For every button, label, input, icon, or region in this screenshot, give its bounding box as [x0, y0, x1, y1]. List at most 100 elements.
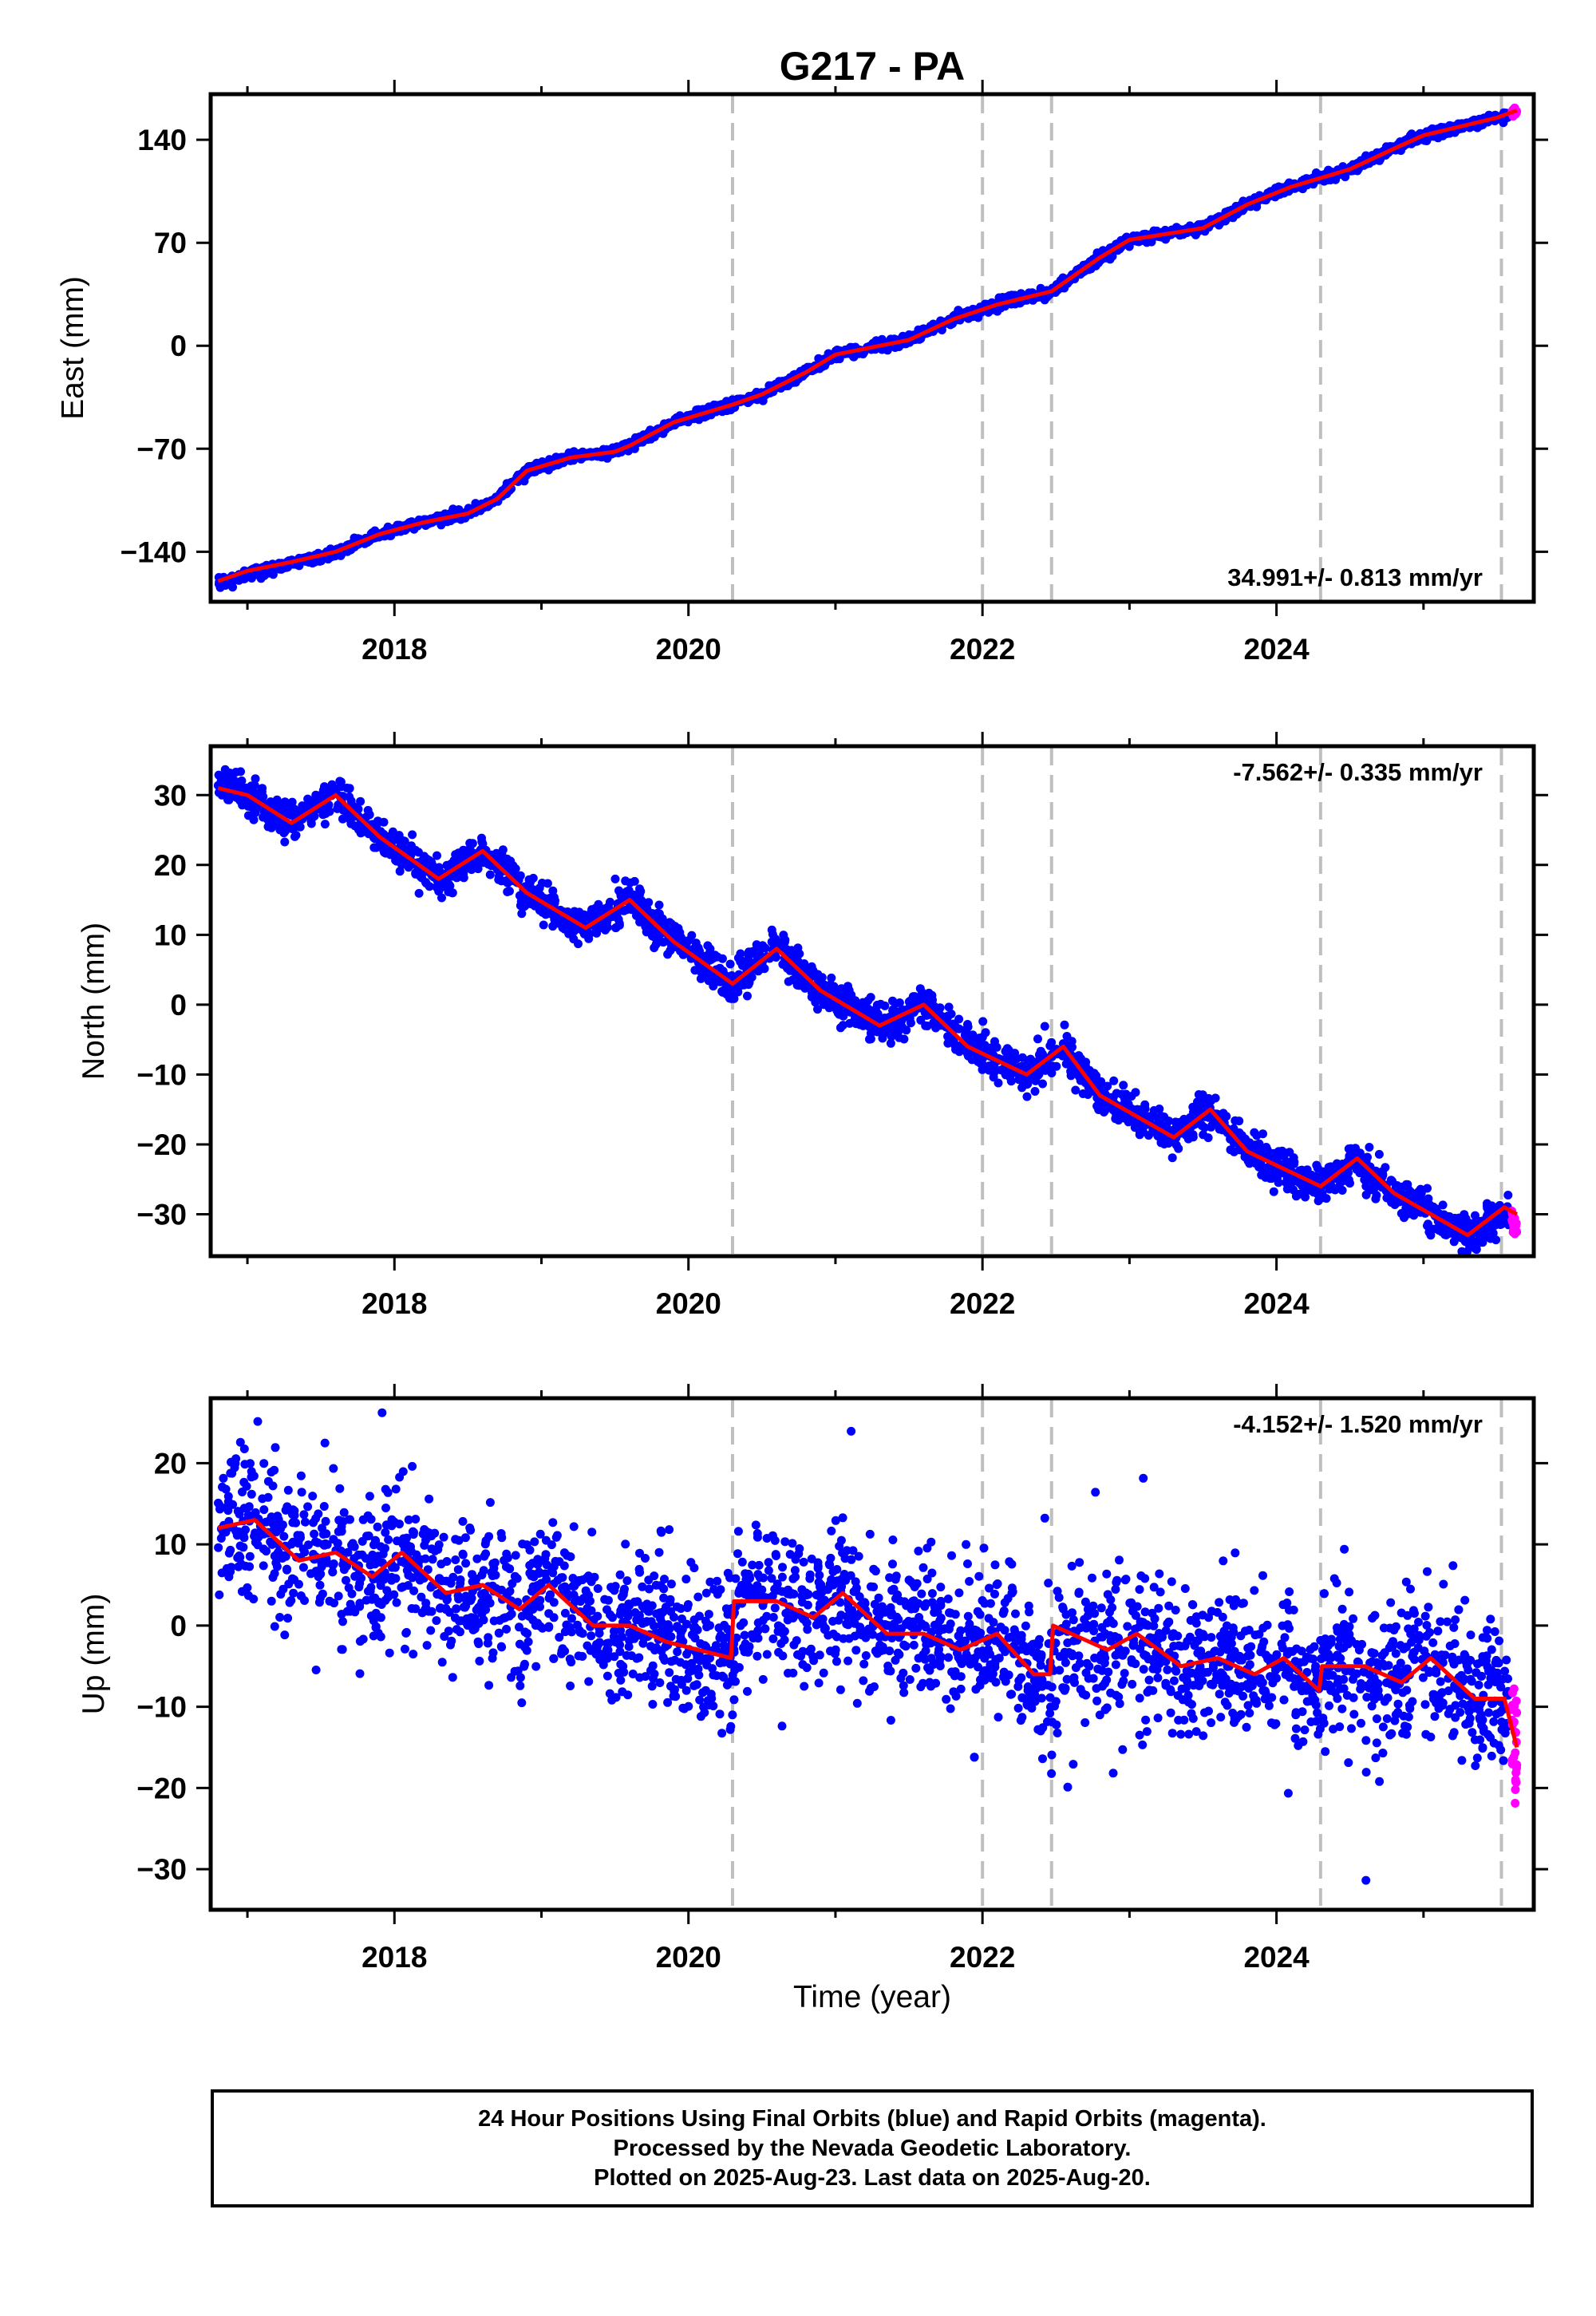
north-final-point	[295, 822, 305, 832]
north-final-point	[220, 770, 230, 780]
north-final-point	[989, 1073, 998, 1082]
north-final-point	[1167, 1153, 1177, 1163]
north-final-point	[564, 929, 574, 939]
east-y-axis-label: East (mm)	[56, 276, 90, 420]
north-final-point	[1438, 1200, 1448, 1210]
north-final-point	[477, 833, 486, 843]
east-x-tick-label: 2018	[361, 633, 427, 666]
north-final-point	[1033, 1034, 1042, 1044]
north-final-point	[1003, 1053, 1013, 1062]
north-final-point	[1462, 1219, 1472, 1228]
north-final-point	[687, 931, 697, 940]
east-final-point	[1406, 131, 1415, 140]
north-final-point	[1047, 1037, 1057, 1047]
north-final-point	[894, 1026, 903, 1036]
north-final-point	[1483, 1208, 1493, 1218]
north-final-point	[414, 888, 424, 898]
north-final-point	[978, 1017, 988, 1026]
north-final-point	[369, 843, 379, 852]
east-final-point	[1422, 136, 1432, 145]
north-final-point	[1269, 1187, 1278, 1196]
east-y-tick-label: −140	[120, 536, 187, 568]
east-final-point	[263, 568, 273, 578]
north-final-point	[727, 994, 736, 1003]
north-final-point	[516, 871, 525, 880]
north-final-point	[1401, 1180, 1411, 1189]
north-final-point	[485, 870, 495, 879]
north-final-point	[434, 863, 444, 872]
north-final-point	[1060, 1020, 1069, 1030]
north-final-point	[1424, 1219, 1432, 1229]
north-final-point	[725, 959, 735, 969]
north-final-point	[990, 1037, 999, 1046]
north-final-point	[635, 884, 644, 894]
north-final-point	[1352, 1164, 1361, 1174]
north-final-point	[342, 783, 352, 792]
north-final-point	[1484, 1223, 1494, 1233]
east-x-tick-label: 2020	[656, 633, 721, 666]
north-final-point	[425, 882, 434, 891]
north-final-point	[1155, 1105, 1164, 1113]
north-final-point	[1374, 1149, 1384, 1159]
east-plot-frame	[208, 92, 1536, 604]
north-final-point	[256, 787, 266, 796]
north-final-point	[963, 1020, 972, 1029]
north-final-point	[1064, 1057, 1073, 1067]
north-final-point	[1040, 1022, 1049, 1031]
north-final-point	[610, 874, 620, 883]
north-final-point	[327, 780, 337, 789]
north-final-point	[280, 837, 290, 847]
north-final-point	[295, 806, 305, 816]
north-final-point	[1030, 1087, 1040, 1096]
north-final-point	[400, 836, 409, 846]
north-final-point	[1424, 1227, 1434, 1237]
north-final-point	[1257, 1170, 1266, 1180]
north-final-point	[749, 948, 758, 958]
north-final-points	[213, 765, 1513, 1256]
east-rate-label: 34.991+/- 0.813 mm/yr	[1227, 563, 1483, 591]
north-final-point	[943, 1032, 953, 1041]
north-final-point	[811, 998, 820, 1007]
north-final-point	[353, 821, 361, 831]
north-final-point	[356, 828, 365, 838]
north-final-point	[223, 795, 232, 804]
north-final-point	[844, 986, 854, 995]
north-final-point	[1071, 1085, 1080, 1095]
north-final-point	[1457, 1247, 1467, 1256]
north-final-point	[1260, 1163, 1270, 1172]
north-final-point	[863, 996, 873, 1006]
north-final-point	[1486, 1234, 1495, 1243]
north-final-point	[1471, 1211, 1479, 1220]
north-final-point	[251, 774, 260, 784]
north-final-point	[1361, 1190, 1371, 1199]
north-final-point	[1130, 1123, 1140, 1132]
north-final-point	[931, 1023, 941, 1033]
north-final-point	[915, 984, 925, 994]
north-final-point	[1174, 1144, 1183, 1153]
north-final-point	[433, 851, 441, 860]
north-final-point	[1345, 1179, 1354, 1188]
east-x-tick-label: 2024	[1243, 633, 1310, 666]
north-final-point	[1231, 1116, 1240, 1125]
north-final-point	[626, 878, 634, 887]
north-final-point	[1038, 1079, 1047, 1089]
chart-title: G217 - PA	[780, 44, 966, 89]
east-final-point	[471, 499, 480, 508]
north-final-point	[886, 1038, 895, 1048]
east-x-tick-label: 2022	[950, 633, 1015, 666]
north-final-point	[1062, 1032, 1072, 1041]
north-final-point	[1022, 1092, 1032, 1101]
north-final-point	[826, 980, 836, 990]
north-final-point	[1108, 1093, 1118, 1102]
north-final-point	[758, 941, 768, 951]
north-final-point	[793, 943, 803, 953]
north-final-point	[690, 966, 700, 975]
north-final-point	[717, 954, 727, 963]
north-final-point	[539, 920, 548, 930]
north-final-point	[320, 820, 330, 829]
north-final-point	[1363, 1152, 1372, 1162]
east-final-point	[569, 447, 579, 456]
east-final-point	[895, 342, 904, 351]
